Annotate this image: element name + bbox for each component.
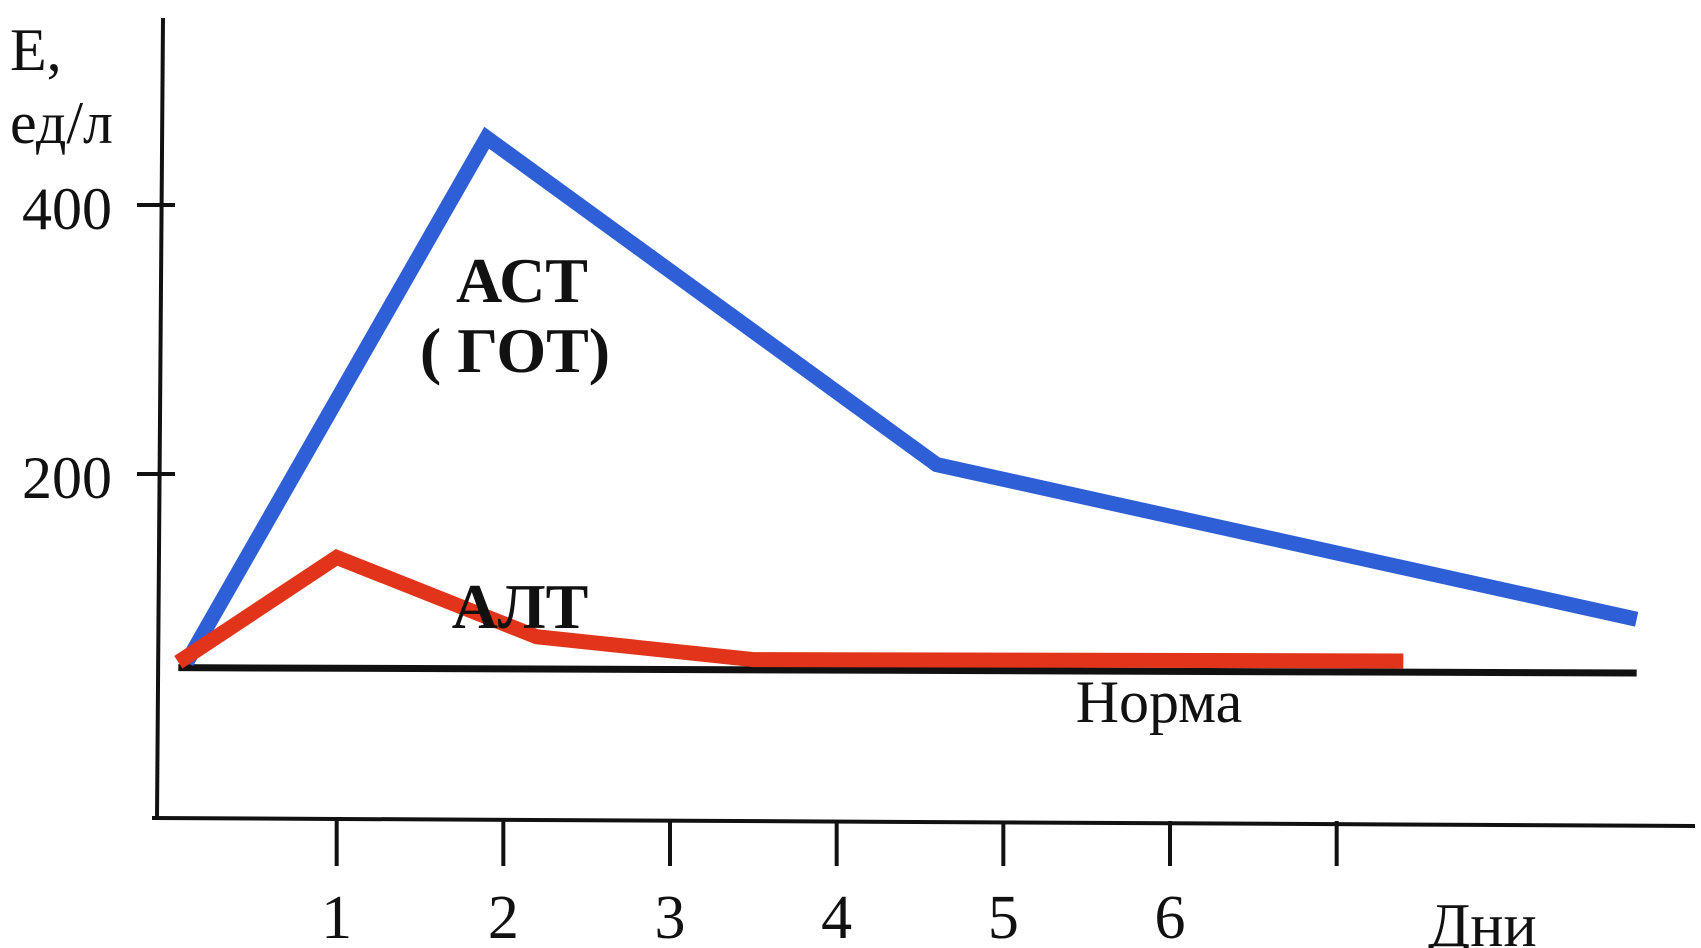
x-tick-label: 6 (1155, 884, 1186, 948)
x-tick-label: 1 (321, 884, 352, 948)
norm-line (178, 664, 1637, 677)
series-label-ast-line2: ( ГОТ) (420, 315, 610, 386)
x-axis-title: Дни (1428, 892, 1537, 948)
series-line-1 (174, 548, 1404, 669)
y-axis-title-line1: Е, (10, 17, 62, 83)
labels: 200 400 1 2 3 4 5 6 Е, ед/л Дни АСТ( ГОТ) АЛТ Норма (10, 17, 1537, 948)
y-axis-line (155, 17, 165, 819)
y-tick-label: 400 (22, 176, 112, 242)
x-axis-line (151, 816, 1696, 828)
norm-label: Норма (1076, 669, 1243, 735)
series-layer (174, 126, 1639, 677)
x-tick-label: 3 (655, 884, 686, 948)
series-label-alt: АЛТ (452, 571, 589, 642)
x-tick-label: 2 (488, 884, 519, 948)
x-tick-label: 4 (821, 884, 852, 948)
series-line-0 (180, 126, 1639, 667)
y-axis-title-line2: ед/л (10, 90, 113, 156)
axes (137, 17, 1696, 866)
x-tick-label: 5 (988, 884, 1019, 948)
y-tick-label: 200 (22, 445, 112, 511)
series-label-ast-line1: АСТ (456, 245, 588, 316)
